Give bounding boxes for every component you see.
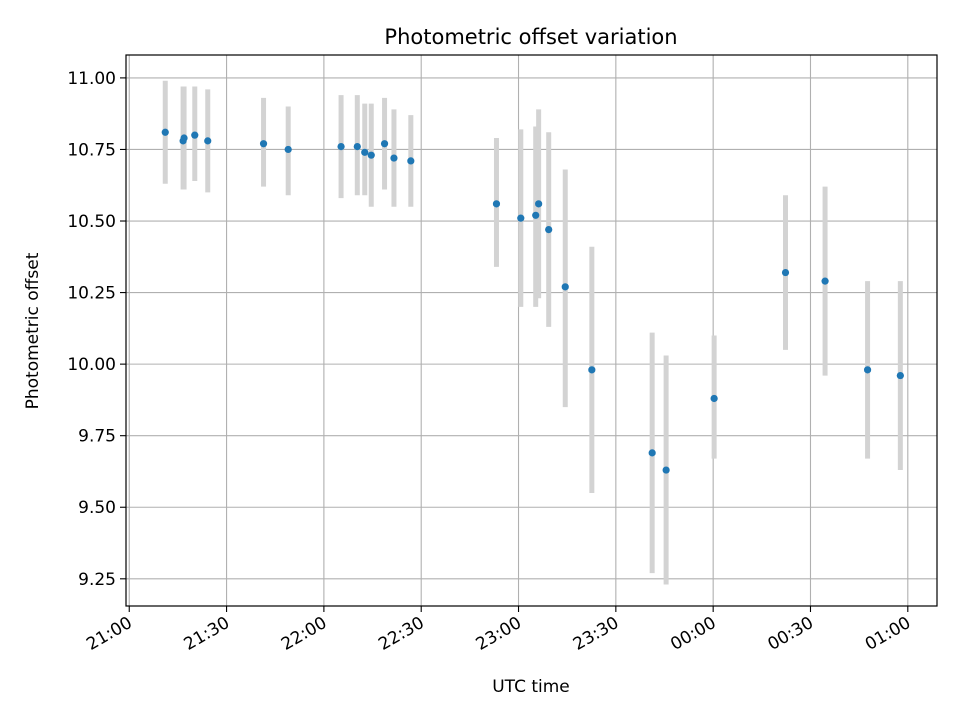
data-point [390, 154, 398, 162]
y-tick-label: 10.50 [67, 212, 116, 232]
y-tick-label: 9.50 [78, 498, 116, 518]
x-axis-label: UTC time [492, 677, 570, 697]
data-point [492, 200, 501, 208]
data-points [161, 128, 904, 474]
data-point [367, 151, 375, 159]
data-point [535, 200, 543, 208]
chart-title: Photometric offset variation [384, 25, 677, 49]
data-point [662, 466, 670, 474]
data-point [259, 140, 268, 148]
y-tick-label: 10.00 [67, 355, 116, 375]
data-point [532, 211, 540, 219]
data-point [781, 268, 790, 277]
data-point [588, 366, 596, 374]
data-point [407, 157, 415, 165]
data-point [710, 394, 718, 403]
data-point [337, 142, 345, 151]
y-tick-label: 11.00 [67, 69, 116, 89]
data-point [353, 142, 361, 151]
data-point [896, 371, 904, 380]
data-point [361, 148, 369, 156]
data-point [204, 137, 212, 145]
data-point [161, 128, 169, 136]
data-point [863, 366, 872, 374]
plot-frame [125, 54, 938, 607]
data-point [284, 145, 292, 154]
data-point [648, 449, 656, 457]
data-point [191, 131, 199, 139]
data-point [545, 226, 553, 234]
data-point [561, 283, 569, 291]
data-point [180, 134, 188, 142]
data-point [517, 214, 525, 222]
y-tick-label: 10.25 [67, 284, 116, 304]
y-tick-label: 9.75 [78, 427, 116, 447]
grid-lines [126, 55, 937, 606]
y-tick-label: 10.75 [67, 140, 116, 160]
data-point [821, 277, 829, 285]
y-tick-label: 9.25 [78, 570, 116, 590]
data-point [380, 140, 389, 148]
y-axis-label: Photometric offset [23, 252, 43, 409]
y-axis-ticks: 9.25 9.50 9.75 10.00 10.25 10.50 10.75 11.00 [67, 69, 126, 590]
